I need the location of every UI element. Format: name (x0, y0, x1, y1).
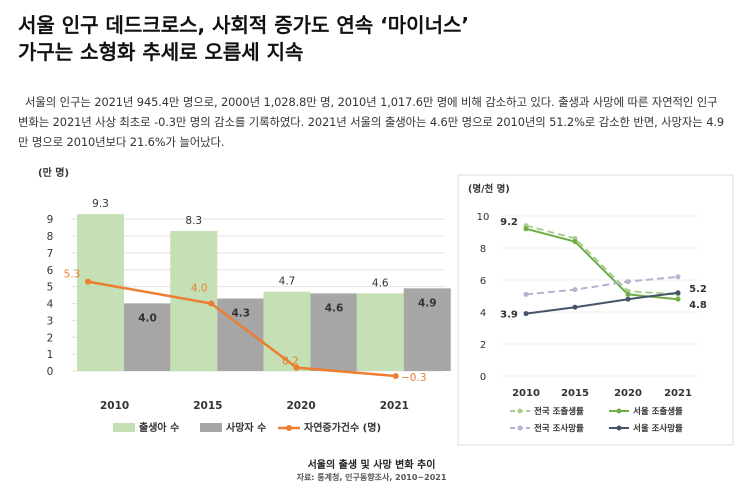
legend-marker (616, 408, 622, 414)
bar-deaths (403, 288, 451, 371)
series-point (625, 296, 631, 302)
legend-marker (517, 425, 523, 431)
bar-births (356, 293, 404, 371)
point-natural-increase (208, 300, 215, 307)
legend-label: 전국 조사망률 (534, 423, 584, 434)
value-annotation: 4.8 (689, 300, 707, 311)
legend-label-deaths: 사망자 수 (226, 421, 266, 434)
legend-swatch-births (113, 423, 135, 432)
series-point (675, 290, 681, 296)
point-natural-increase (85, 278, 91, 285)
figure-source: 자료: 통계청, 인구동향조사, 2010~2021 (296, 473, 447, 482)
y-tick-label: 10 (477, 212, 490, 223)
natural-increase-label: −0.3 (401, 372, 427, 384)
bar-births-label: 9.3 (92, 198, 109, 210)
series-point (675, 274, 681, 280)
natural-increase-label: 5.3 (64, 269, 81, 281)
value-annotation: 3.9 (500, 310, 518, 321)
bar-deaths-label: 4.3 (231, 307, 250, 319)
bar-deaths (310, 293, 358, 371)
x-tick-label: 2021 (380, 400, 409, 412)
x-tick-label: 2015 (561, 388, 589, 399)
y-tick-label: 2 (480, 340, 486, 351)
series-point (675, 296, 681, 302)
series-point (572, 239, 578, 245)
legend-label-natural: 자연증가건수 (명) (304, 421, 381, 434)
legend-marker (517, 408, 523, 414)
y-tick-label: 2 (47, 332, 54, 344)
y-tick-label: 8 (47, 231, 54, 243)
legend-swatch-deaths (200, 423, 222, 432)
x-tick-label: 2020 (614, 388, 642, 399)
series-point (572, 287, 578, 293)
y-tick-label: 5 (47, 282, 54, 294)
y-tick-label: 4 (47, 299, 54, 311)
legend-label: 서울 조사망률 (633, 423, 683, 434)
y-tick-label: 4 (480, 308, 486, 319)
y-tick-label: 0 (480, 372, 486, 383)
y-tick-label: 7 (47, 248, 54, 260)
series-line (525, 227, 679, 301)
series-point (572, 304, 578, 310)
legend-marker (616, 425, 622, 431)
y-unit-label: (명/천 명) (468, 183, 510, 195)
series-line (525, 291, 679, 315)
bar-deaths (217, 298, 265, 371)
legend-marker-natural (286, 425, 292, 431)
value-annotation: 5.2 (689, 284, 707, 295)
x-tick-label: 2021 (664, 388, 692, 399)
series-point (523, 291, 529, 297)
headline-line-2: 가구는 소형화 추세로 오름세 지속 (18, 40, 304, 64)
x-tick-label: 2010 (512, 388, 540, 399)
legend-label-births: 출생아 수 (139, 421, 179, 434)
x-tick-label: 2010 (100, 400, 129, 412)
body-paragraph: 서울의 인구는 2021년 945.4만 명으로, 2000년 1,028.8만… (18, 95, 725, 149)
bar-births (263, 291, 311, 371)
y-tick-label: 8 (480, 244, 486, 255)
y-tick-label: 6 (480, 276, 486, 287)
bar-births-label: 4.6 (372, 277, 389, 289)
natural-increase-label: 4.0 (191, 283, 208, 295)
figure-caption: 서울의 출생 및 사망 변화 추이 (307, 460, 436, 471)
point-natural-increase (392, 373, 399, 380)
natural-increase-label: 0.2 (282, 356, 299, 368)
y-tick-label: 9 (47, 214, 54, 226)
x-tick-label: 2015 (193, 400, 222, 412)
series-point (523, 311, 529, 317)
bar-deaths-label: 4.9 (418, 297, 437, 309)
point-natural-increase (293, 364, 300, 371)
series-point (625, 291, 631, 297)
legend-label: 전국 조출생률 (534, 406, 584, 417)
chart-frame (457, 174, 734, 446)
bar-deaths-label: 4.6 (325, 302, 344, 314)
line-natural-increase (87, 280, 396, 378)
series-point (625, 279, 631, 285)
bar-births-label: 8.3 (185, 215, 202, 227)
bar-deaths-label: 4.0 (138, 313, 157, 325)
y-tick-label: 3 (47, 315, 54, 327)
headline-line-1: 서울 인구 데드크로스, 사회적 증가도 연속 ‘마이너스’ (18, 13, 469, 37)
bar-births (77, 214, 124, 371)
legend-label: 서울 조출생률 (633, 406, 683, 417)
y-tick-label: 6 (47, 265, 54, 277)
series-point (523, 226, 529, 232)
y-tick-label: 0 (47, 366, 54, 378)
bar-deaths (124, 303, 171, 371)
headline: 서울 인구 데드크로스, 사회적 증가도 연속 ‘마이너스’ 가구는 소형화 추… (18, 12, 728, 66)
series-line (525, 224, 679, 296)
series-line (525, 275, 679, 296)
y-tick-label: 1 (47, 349, 54, 361)
bar-births-label: 4.7 (279, 276, 296, 288)
value-annotation: 9.2 (500, 217, 518, 228)
x-tick-label: 2020 (287, 400, 316, 412)
y-unit-label: (만 명) (38, 166, 69, 179)
